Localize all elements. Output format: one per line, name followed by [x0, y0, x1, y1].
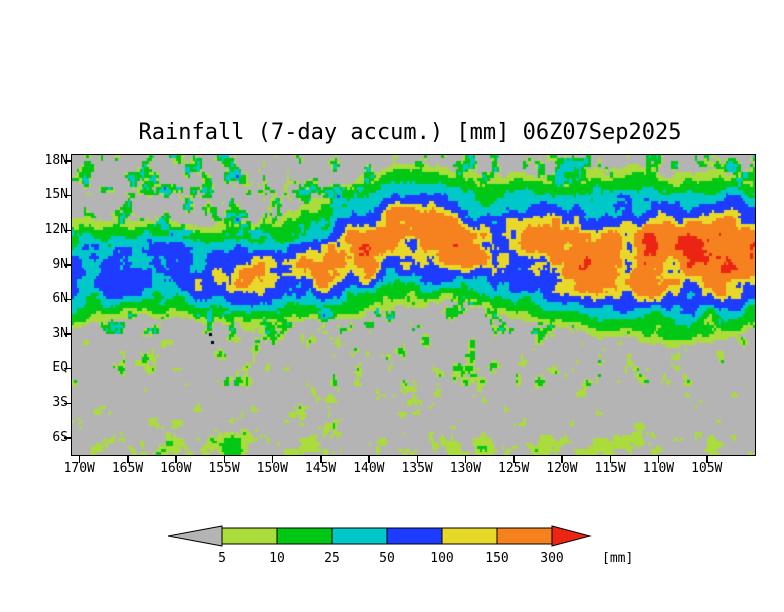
y-tick-label: EQ — [52, 360, 68, 376]
colorbar-tick-label: 50 — [379, 551, 395, 566]
x-tick-label: 155W — [208, 461, 240, 476]
x-axis-tick — [175, 456, 177, 463]
x-axis-tick — [368, 456, 370, 463]
y-axis-tick — [64, 437, 71, 439]
x-axis-tick — [127, 456, 129, 463]
colorbar-segment — [386, 527, 443, 545]
x-tick-label: 135W — [401, 461, 433, 476]
colorbar-segment — [331, 527, 388, 545]
x-axis-tick — [657, 456, 660, 463]
colorbar-segment — [441, 527, 498, 545]
y-axis-tick — [64, 194, 71, 197]
x-axis-tick — [706, 456, 708, 463]
x-tick-label: 150W — [256, 461, 288, 476]
x-tick-label: 170W — [63, 461, 95, 476]
y-axis-tick — [64, 160, 71, 162]
colorbar-tick-label: 150 — [485, 551, 508, 566]
colorbar-tick-label: 10 — [269, 551, 285, 566]
x-tick-label: 115W — [594, 461, 626, 476]
y-tick-label: 15N — [44, 187, 68, 203]
colorbar-segment — [276, 527, 333, 545]
y-tick-label: 3N — [52, 325, 68, 341]
colorbar-arrow-right — [551, 525, 592, 547]
x-tick-label: 105W — [691, 461, 723, 476]
x-axis-tick — [271, 456, 274, 463]
x-axis-tick — [416, 456, 419, 463]
x-axis-tick — [223, 456, 226, 463]
colorbar-unit-label: [mm] — [602, 551, 633, 566]
y-tick-label: 6S — [52, 429, 68, 445]
x-tick-label: 125W — [498, 461, 530, 476]
x-axis-tick — [561, 456, 563, 463]
x-tick-label: 140W — [353, 461, 385, 476]
colorbar-tick-label: 25 — [324, 551, 340, 566]
x-tick-label: 165W — [111, 461, 144, 476]
y-tick-label: 9N — [52, 256, 68, 272]
x-axis-tick — [320, 456, 322, 463]
colorbar-tick-label: 5 — [218, 551, 226, 566]
x-axis-tick — [464, 456, 467, 463]
rainfall-heatmap — [72, 155, 755, 455]
colorbar-arrow-left — [167, 525, 223, 547]
x-tick-label: 130W — [449, 461, 482, 476]
x-tick-label: 145W — [304, 461, 337, 476]
y-axis-tick — [64, 298, 71, 301]
x-axis-tick — [78, 456, 81, 463]
y-tick-label: 12N — [44, 222, 68, 237]
plot-area — [71, 154, 756, 456]
x-tick-label: 160W — [160, 461, 192, 476]
y-axis-tick — [64, 229, 71, 231]
x-tick-label: 120W — [546, 461, 578, 476]
y-tick-label: 3S — [52, 395, 68, 411]
y-axis-tick — [64, 402, 71, 405]
chart-title: Rainfall (7-day accum.) [mm] 06Z07Sep202… — [138, 120, 682, 145]
y-axis-tick — [64, 333, 71, 335]
y-tick-label: 6N — [52, 291, 68, 307]
colorbar-segment — [221, 527, 278, 545]
y-axis-tick — [64, 264, 71, 266]
colorbar-tick-label: 300 — [540, 551, 563, 566]
x-axis-tick — [513, 456, 515, 463]
colorbar: 5 10 25 50 100 150 300 [mm] — [167, 525, 633, 566]
x-axis-tick — [609, 456, 612, 463]
colorbar-segment — [496, 527, 553, 545]
y-axis-tick — [64, 367, 71, 370]
colorbar-tick-label: 100 — [430, 551, 453, 566]
y-tick-label: 18N — [44, 152, 68, 168]
x-tick-label: 110W — [642, 461, 675, 476]
